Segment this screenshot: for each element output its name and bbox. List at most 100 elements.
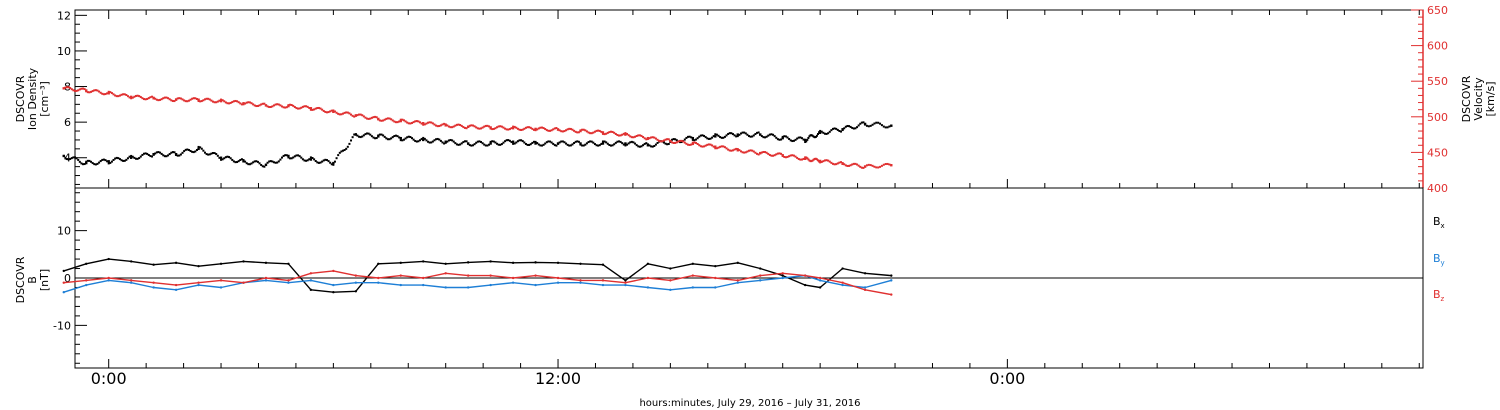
data-point bbox=[122, 93, 125, 96]
data-point bbox=[134, 94, 137, 97]
data-point bbox=[129, 281, 133, 284]
data-point bbox=[314, 107, 317, 110]
data-point bbox=[200, 100, 203, 103]
data-point bbox=[544, 142, 547, 145]
data-point bbox=[359, 136, 362, 139]
data-point bbox=[856, 126, 859, 129]
data-point bbox=[797, 158, 800, 161]
data-point bbox=[748, 149, 750, 152]
data-point bbox=[423, 137, 426, 140]
data-point bbox=[215, 153, 218, 156]
data-point bbox=[203, 98, 206, 101]
data-point bbox=[698, 135, 701, 138]
data-point bbox=[765, 151, 768, 154]
data-point bbox=[677, 140, 680, 143]
data-point bbox=[476, 140, 479, 143]
data-point bbox=[428, 141, 431, 144]
data-point bbox=[624, 142, 627, 145]
data-point bbox=[123, 159, 126, 162]
data-point bbox=[390, 137, 393, 140]
data-point bbox=[711, 144, 714, 147]
data-point bbox=[194, 97, 197, 100]
data-point bbox=[524, 142, 527, 145]
data-point bbox=[820, 130, 823, 133]
data-point bbox=[319, 161, 322, 164]
data-point bbox=[539, 144, 542, 147]
data-point bbox=[269, 160, 272, 163]
top-left-ylabel-line1: DSCOVR bbox=[14, 75, 27, 122]
data-point bbox=[218, 156, 221, 159]
data-point bbox=[443, 122, 446, 125]
data-point bbox=[364, 133, 367, 136]
data-point bbox=[634, 142, 637, 145]
data-point bbox=[510, 141, 513, 144]
data-point bbox=[155, 98, 158, 101]
data-point bbox=[843, 127, 846, 130]
data-point bbox=[242, 160, 245, 163]
data-point bbox=[83, 88, 86, 91]
data-point bbox=[77, 89, 80, 92]
data-point bbox=[205, 97, 208, 100]
data-point bbox=[247, 163, 250, 166]
data-point bbox=[425, 122, 428, 125]
data-point bbox=[473, 125, 476, 128]
data-point bbox=[449, 126, 452, 129]
data-point bbox=[805, 140, 808, 143]
data-point bbox=[404, 137, 407, 140]
data-point bbox=[332, 161, 335, 165]
data-point bbox=[846, 124, 849, 127]
data-point bbox=[159, 151, 162, 154]
data-point bbox=[471, 144, 474, 147]
data-point bbox=[82, 163, 85, 166]
data-point bbox=[886, 126, 889, 129]
data-point bbox=[781, 274, 784, 277]
data-point bbox=[688, 143, 691, 146]
data-point bbox=[703, 134, 706, 137]
data-point bbox=[846, 164, 849, 167]
data-point bbox=[873, 122, 876, 125]
data-point bbox=[465, 140, 468, 143]
data-point bbox=[321, 108, 324, 111]
data-point bbox=[727, 148, 730, 151]
data-point bbox=[210, 152, 213, 155]
data-point bbox=[70, 88, 73, 91]
data-point bbox=[282, 154, 285, 157]
data-point bbox=[743, 151, 746, 154]
data-point bbox=[130, 97, 133, 100]
data-point bbox=[274, 161, 277, 164]
data-point bbox=[107, 279, 110, 282]
data-point bbox=[475, 126, 478, 129]
data-point bbox=[542, 143, 545, 146]
data-point bbox=[174, 98, 178, 101]
data-point bbox=[733, 134, 736, 137]
data-point bbox=[696, 142, 699, 145]
data-point bbox=[579, 281, 582, 284]
data-point bbox=[234, 161, 237, 164]
data-point bbox=[775, 136, 778, 139]
data-point bbox=[133, 156, 136, 159]
data-point bbox=[427, 140, 430, 143]
data-point bbox=[818, 276, 822, 280]
data-point bbox=[118, 158, 121, 161]
data-point bbox=[354, 114, 358, 117]
data-point bbox=[250, 102, 253, 105]
data-point bbox=[192, 97, 195, 100]
data-point bbox=[272, 104, 275, 107]
data-point bbox=[584, 143, 587, 146]
data-point bbox=[385, 117, 388, 120]
data-point bbox=[605, 141, 608, 144]
data-point bbox=[823, 132, 826, 135]
y-tick-label: 10 bbox=[57, 45, 71, 58]
data-point bbox=[80, 162, 83, 165]
data-point bbox=[707, 137, 710, 140]
data-point bbox=[704, 136, 707, 139]
data-point bbox=[187, 148, 190, 151]
data-point bbox=[739, 132, 742, 135]
data-point bbox=[170, 99, 173, 102]
data-point bbox=[667, 138, 670, 141]
data-point bbox=[178, 97, 181, 100]
data-point bbox=[112, 93, 115, 96]
data-point bbox=[600, 142, 603, 145]
data-point bbox=[486, 124, 489, 127]
